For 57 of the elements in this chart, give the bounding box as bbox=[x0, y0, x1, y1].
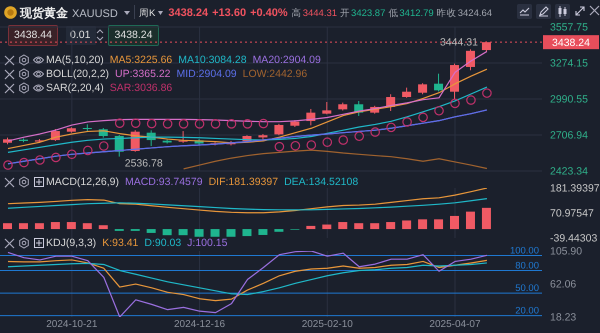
text: 3424.64 bbox=[458, 7, 492, 21]
text: MID:2904.09 bbox=[176, 67, 237, 81]
text: 3423.87 bbox=[351, 7, 386, 21]
text: 低 bbox=[388, 7, 398, 21]
text: 昨收 bbox=[436, 7, 457, 21]
text: LOW:2442.96 bbox=[242, 67, 308, 81]
ref-line-label: 80.00 bbox=[515, 260, 539, 272]
x-tick-label: 2025-04-07 bbox=[429, 319, 482, 330]
y-tick-label: 181.39397 bbox=[550, 182, 600, 195]
text: DIF:181.39397 bbox=[208, 175, 278, 189]
chart-title: 现货黄金 bbox=[20, 5, 68, 22]
series-label: K:93.41 bbox=[102, 236, 138, 250]
series-label: DEA:134.52108 bbox=[284, 175, 358, 189]
annotation: 0.01 bbox=[65, 25, 97, 46]
y-tick-label: 105.90 bbox=[550, 246, 582, 258]
text: SAR:3036.86 bbox=[110, 81, 172, 95]
text: 3412.79 bbox=[399, 7, 434, 21]
annotation: 3438.44 bbox=[8, 25, 58, 46]
annotation: SAR(2,20,4) bbox=[46, 81, 104, 95]
y-tick-label: 18.23 bbox=[550, 312, 576, 324]
x-tick-label: 2025-02-10 bbox=[302, 319, 354, 330]
x-tick-label: 2024-12-16 bbox=[174, 319, 226, 330]
text: MA5:3225.66 bbox=[110, 53, 172, 67]
annotation: 3444.31 bbox=[440, 36, 478, 48]
text: UP:3365.22 bbox=[115, 67, 171, 81]
annotation: MACD:93.74579 bbox=[124, 175, 203, 189]
y-tick-label: 62.06 bbox=[550, 278, 576, 291]
text: 3438.24 bbox=[168, 6, 208, 21]
text: 开 bbox=[340, 7, 350, 21]
annotation: MA(5,10,20) bbox=[46, 53, 104, 67]
y-tick-label: 70.97547 bbox=[550, 208, 594, 220]
text: MA10:3084.28 bbox=[178, 53, 247, 67]
text: +0.40% bbox=[250, 6, 288, 21]
ref-line-label: 20.00 bbox=[515, 306, 539, 317]
x-tick-label: 2024-10-21 bbox=[46, 319, 98, 330]
ref-line-label: 100.00 bbox=[510, 245, 539, 256]
y-tick-label: 3557.75 bbox=[550, 22, 588, 34]
annotation: 2536.78 bbox=[124, 158, 163, 170]
text: 3444.31 bbox=[302, 7, 338, 21]
text: MA20:2904.09 bbox=[252, 53, 321, 67]
y-tick-label: 2423.34 bbox=[550, 166, 588, 178]
ref-line-label: 50.00 bbox=[515, 283, 539, 294]
text: 周K bbox=[139, 7, 156, 21]
annotation: MACD(12,26,9) bbox=[46, 175, 119, 189]
y-tick-label: 2990.55 bbox=[550, 94, 588, 106]
text: J:100.15 bbox=[187, 236, 228, 250]
annotation: BOLL(20,2,2) bbox=[46, 67, 110, 81]
chart-subtitle: XAUUSD bbox=[72, 7, 118, 22]
text: +13.60 bbox=[212, 6, 246, 21]
y-tick-label: 2706.94 bbox=[550, 130, 588, 142]
y-tick-label: 3274.15 bbox=[550, 58, 588, 70]
annotation: 3438.24 bbox=[108, 25, 159, 46]
ref-line-label: 3438.24 bbox=[552, 37, 590, 50]
y-tick-label: -39.44303 bbox=[550, 232, 598, 245]
text: 高 bbox=[292, 7, 302, 21]
annotation: KDJ(9,3,3) bbox=[46, 236, 96, 250]
text: D:90.03 bbox=[144, 236, 182, 250]
